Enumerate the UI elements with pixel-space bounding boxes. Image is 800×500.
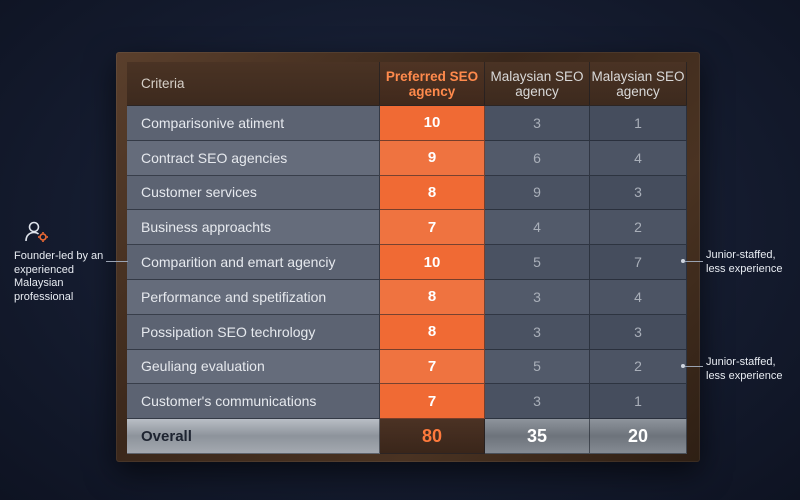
agency-a-score-cell: 4	[485, 210, 590, 246]
user-gear-icon	[25, 221, 48, 242]
right-leader-dot-2	[681, 364, 685, 368]
preferred-score-cell: 8	[380, 279, 485, 315]
agency-b-score-cell: 7	[590, 245, 687, 280]
header-malaysian-agency-2: Malaysian SEO agency	[590, 62, 687, 106]
agency-a-score-cell: 5	[485, 349, 590, 385]
overall-agency-b-score: 20	[590, 419, 687, 455]
overall-preferred-score: 80	[380, 419, 485, 455]
criteria-cell: Performance and spetifization	[127, 279, 380, 315]
agency-b-score-cell: 3	[590, 314, 687, 350]
header-criteria: Criteria	[127, 62, 380, 106]
header-preferred-agency: Preferred SEO agency	[380, 62, 485, 106]
preferred-score-cell: 10	[380, 245, 485, 280]
agency-b-score-cell: 4	[590, 140, 687, 176]
agency-a-score-cell: 3	[485, 106, 590, 141]
left-leader-line	[106, 261, 128, 262]
overall-agency-a-score: 35	[485, 419, 590, 455]
agency-b-score-cell: 2	[590, 210, 687, 246]
preferred-score-cell: 9	[380, 140, 485, 176]
agency-b-score-cell: 2	[590, 349, 687, 385]
agency-a-score-cell: 5	[485, 245, 590, 280]
preferred-score-cell: 7	[380, 349, 485, 385]
criteria-cell: Customer services	[127, 175, 380, 211]
agency-a-score-cell: 3	[485, 279, 590, 315]
comparison-table: Criteria Preferred SEO agency Malaysian …	[127, 62, 687, 455]
criteria-cell: Business approachts	[127, 210, 380, 246]
agency-b-score-cell: 3	[590, 175, 687, 211]
right-leader-line-2	[685, 366, 703, 367]
agency-b-score-cell: 1	[590, 106, 687, 141]
right-leader-line-1	[685, 261, 703, 262]
right-annotation-1: Junior-staffed, less experience	[706, 249, 783, 275]
criteria-cell: Possipation SEO techrology	[127, 314, 380, 350]
criteria-cell: Contract SEO agencies	[127, 140, 380, 176]
right-leader-dot-1	[681, 259, 685, 263]
preferred-score-cell: 8	[380, 314, 485, 350]
preferred-score-cell: 10	[380, 106, 485, 141]
overall-label: Overall	[127, 419, 380, 455]
criteria-cell: Geuliang evaluation	[127, 349, 380, 385]
header-malaysian-agency-1: Malaysian SEO agency	[485, 62, 590, 106]
left-annotation: Founder-led by an experienced Malaysian …	[14, 250, 104, 303]
criteria-cell: Customer's communications	[127, 384, 380, 420]
agency-a-score-cell: 3	[485, 384, 590, 420]
agency-a-score-cell: 9	[485, 175, 590, 211]
agency-a-score-cell: 3	[485, 314, 590, 350]
preferred-score-cell: 8	[380, 175, 485, 211]
preferred-score-cell: 7	[380, 210, 485, 246]
agency-b-score-cell: 4	[590, 279, 687, 315]
agency-a-score-cell: 6	[485, 140, 590, 176]
preferred-score-cell: 7	[380, 384, 485, 420]
criteria-cell: Comparition and emart agenciy	[127, 245, 380, 280]
criteria-cell: Comparisonive atiment	[127, 106, 380, 141]
agency-b-score-cell: 1	[590, 384, 687, 420]
right-annotation-2: Junior-staffed, less experience	[706, 356, 783, 382]
